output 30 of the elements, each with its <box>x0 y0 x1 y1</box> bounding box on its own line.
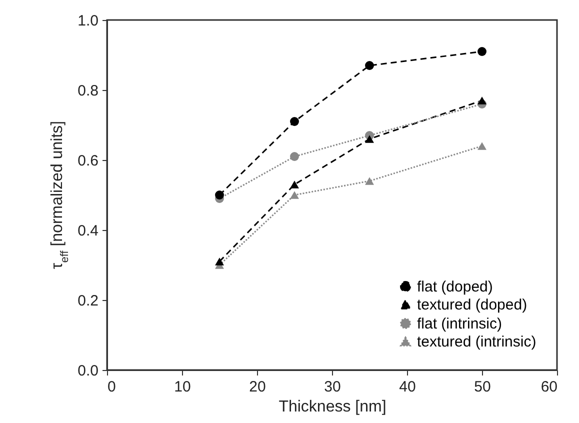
point <box>290 117 299 126</box>
x-tick-label: 40 <box>399 378 416 396</box>
legend-label: flat (doped) <box>417 278 493 296</box>
y-tick-label: 0.6 <box>78 152 98 170</box>
x-tick-label: 20 <box>249 378 266 396</box>
point <box>215 258 224 266</box>
point <box>478 96 486 104</box>
y-tick-label: 0.8 <box>78 82 98 100</box>
y-tick-label: 0.2 <box>78 292 98 310</box>
x-axis-title: Thickness [nm] <box>278 398 386 416</box>
x-tick-label: 60 <box>540 378 558 396</box>
point <box>478 142 486 150</box>
y-tick-label: 0.0 <box>78 362 98 380</box>
point <box>478 47 486 56</box>
x-tick-label: 10 <box>174 378 191 396</box>
legend-label: textured (doped) <box>417 296 528 314</box>
x-tick-label: 0 <box>108 378 116 396</box>
point <box>365 177 374 185</box>
legend-label: flat (intrinsic) <box>417 316 502 332</box>
point <box>290 191 299 199</box>
y-tick-label: 0.4 <box>78 222 98 240</box>
point <box>365 61 374 70</box>
point <box>290 152 299 161</box>
x-tick-label: 30 <box>324 378 341 396</box>
x-tick-label: 50 <box>474 378 491 396</box>
legend-label: textured (intrinsic) <box>417 334 536 350</box>
y-tick-label: 1.0 <box>78 12 98 30</box>
point <box>365 135 374 143</box>
point <box>290 180 299 188</box>
point <box>215 190 224 200</box>
